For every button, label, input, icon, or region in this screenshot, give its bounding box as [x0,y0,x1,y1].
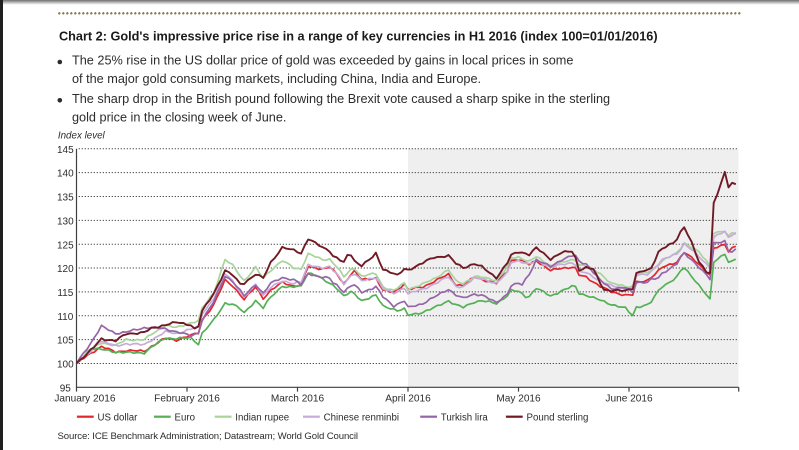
svg-text:130: 130 [57,216,74,227]
svg-text:140: 140 [57,169,74,180]
svg-text:of the major gold consuming ma: of the major gold consuming markets, inc… [72,72,481,86]
svg-text:120: 120 [57,264,74,275]
svg-text:115: 115 [57,288,73,299]
svg-text:95: 95 [60,383,72,394]
svg-text:Chart 2: Gold's impressive pri: Chart 2: Gold's impressive price rise in… [59,30,658,44]
svg-text:January 2016: January 2016 [54,394,116,405]
svg-text:Pound sterling: Pound sterling [527,413,589,424]
svg-text:110: 110 [57,312,73,323]
svg-text:Turkish lira: Turkish lira [441,413,489,424]
svg-text:125: 125 [57,240,74,251]
svg-text:The 25% rise in the US dollar: The 25% rise in the US dollar price of g… [72,54,573,68]
svg-text:Chinese renminbi: Chinese renminbi [324,413,399,424]
svg-text:US dollar: US dollar [98,413,139,424]
svg-text:Index level: Index level [58,130,106,141]
svg-text:Indian rupee: Indian rupee [235,413,289,424]
svg-text:May 2016: May 2016 [496,394,541,405]
svg-text:April 2016: April 2016 [385,394,431,405]
svg-text:Euro: Euro [175,413,195,424]
svg-text:105: 105 [57,336,74,347]
svg-text:100: 100 [57,360,74,371]
svg-text:gold price in the closing week: gold price in the closing week of June. [72,110,286,124]
svg-text:Source: ICE Benchmark Administ: Source: ICE Benchmark Administration; Da… [58,431,358,442]
svg-text:The sharp drop in the British: The sharp drop in the British pound foll… [72,92,610,106]
svg-text:135: 135 [57,193,74,204]
svg-text:February 2016: February 2016 [154,394,220,405]
svg-text:March 2016: March 2016 [271,394,325,405]
svg-text:June 2016: June 2016 [605,394,653,405]
svg-text:145: 145 [57,145,74,156]
